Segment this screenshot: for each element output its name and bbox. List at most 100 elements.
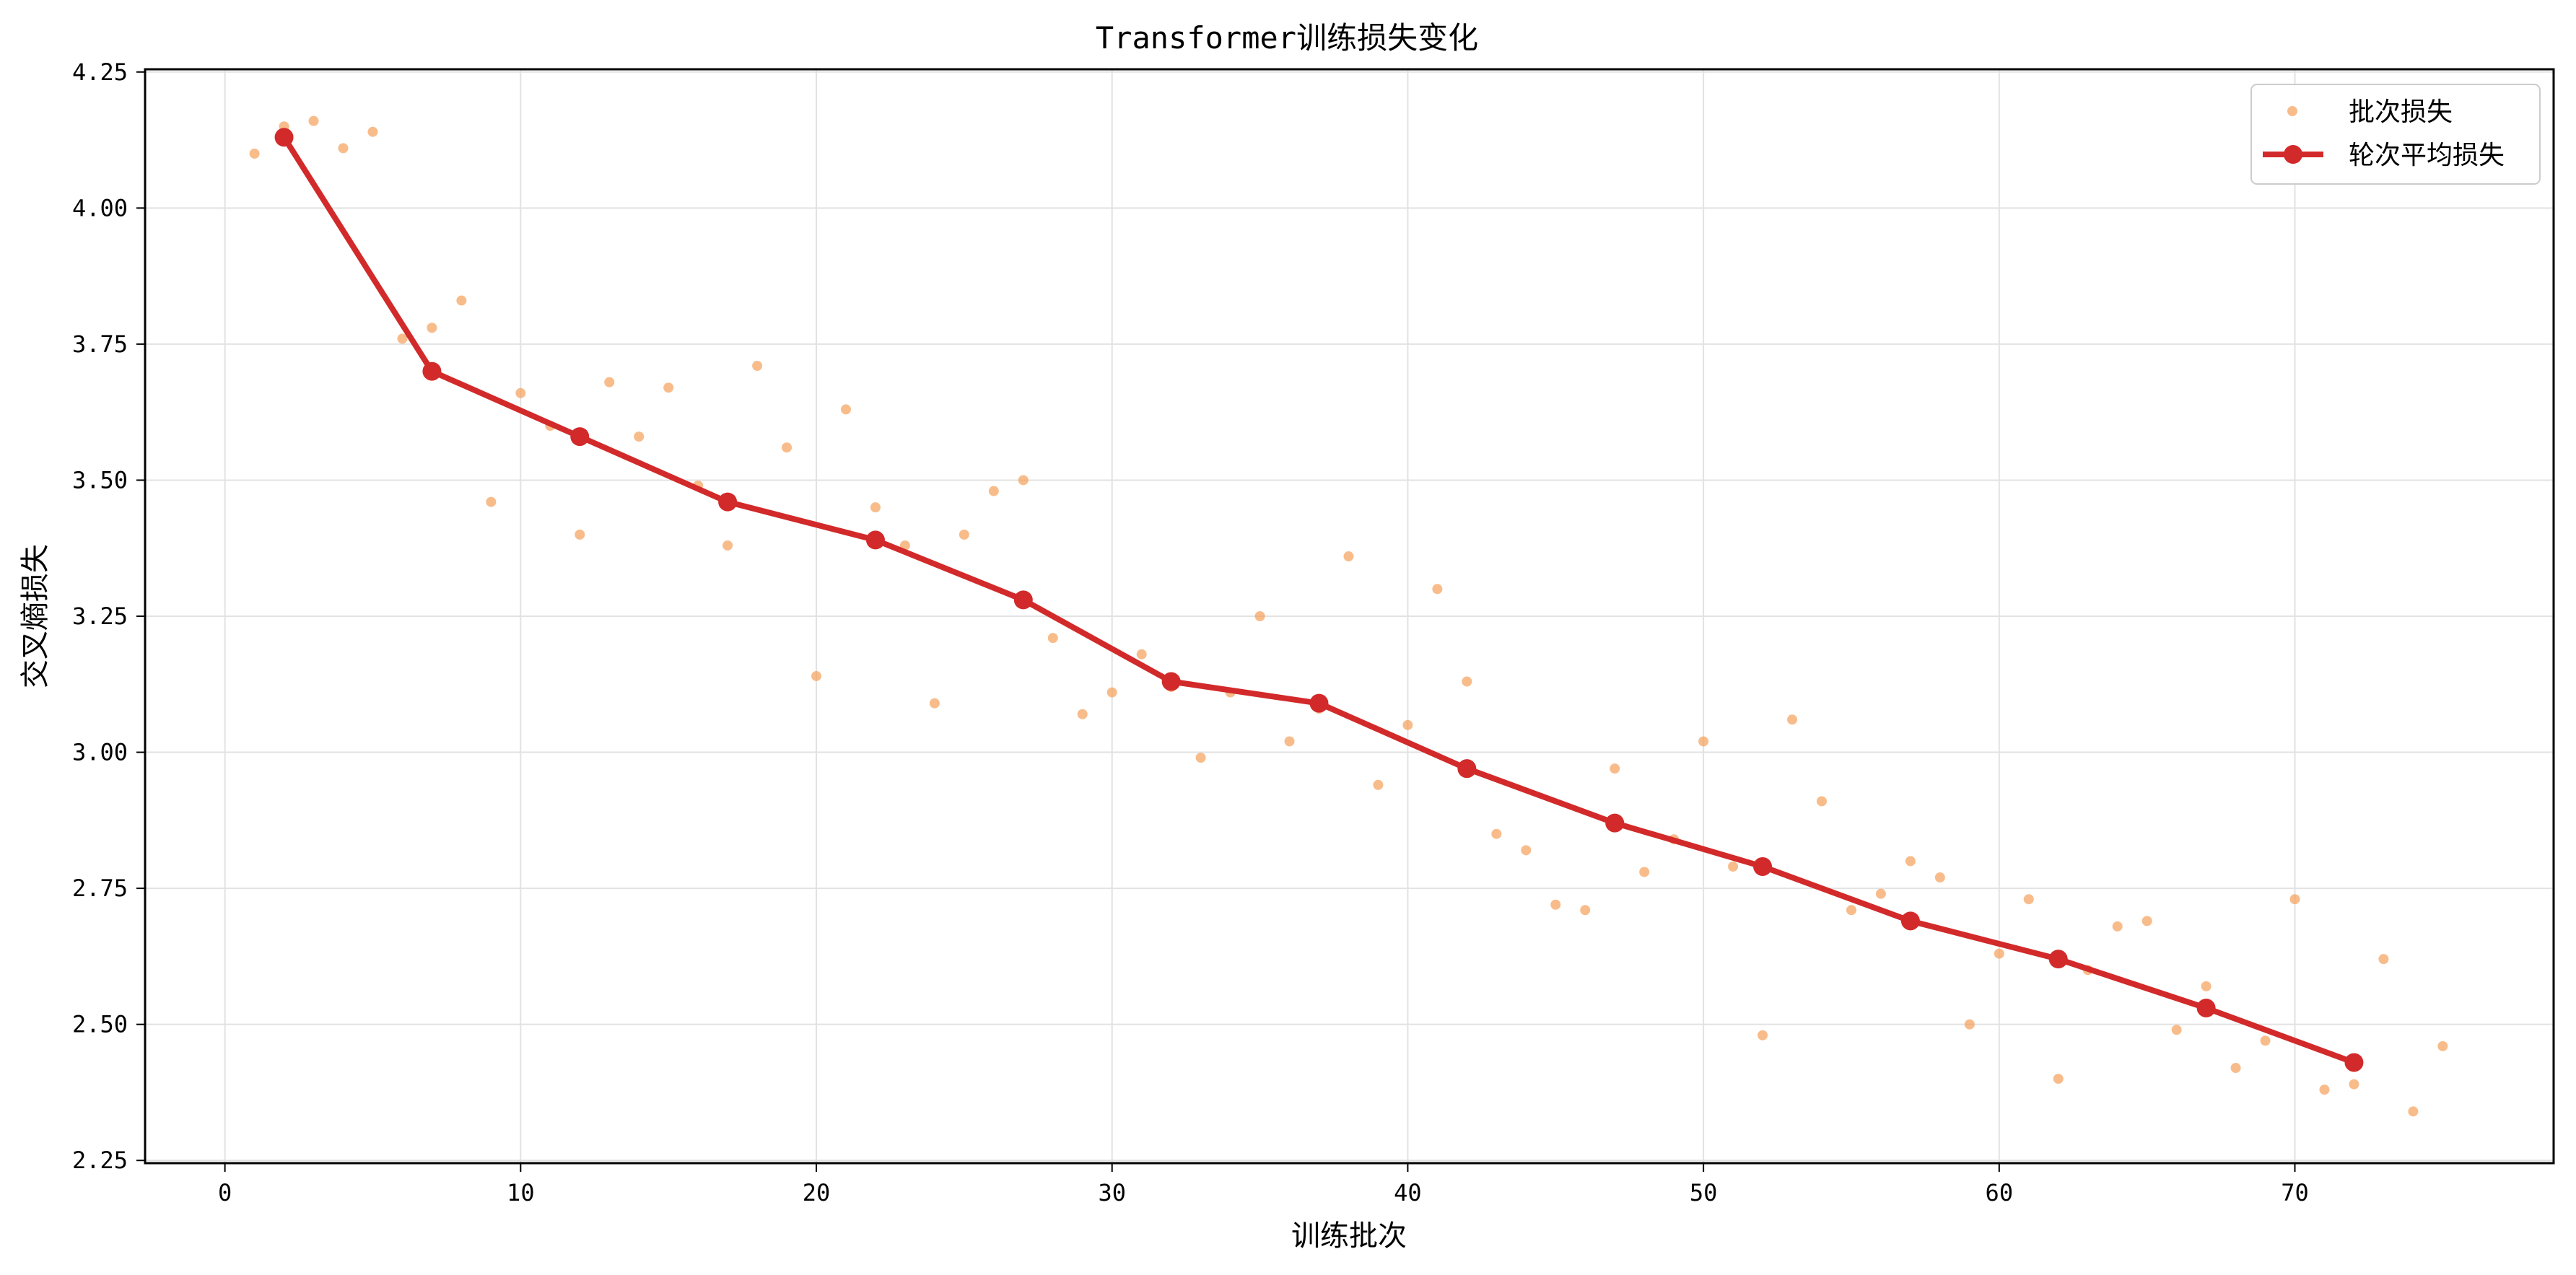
- legend-batch-marker: [2287, 106, 2297, 116]
- epoch-avg-loss-point: [1605, 813, 1625, 833]
- batch-loss-point: [1639, 867, 1650, 877]
- y-tick-label: 3.25: [72, 603, 128, 630]
- batch-loss-point: [1580, 905, 1591, 916]
- batch-loss-point: [634, 431, 645, 442]
- batch-loss-point: [1284, 736, 1295, 747]
- y-tick-label: 3.00: [72, 739, 128, 766]
- batch-loss-point: [1343, 551, 1354, 562]
- legend-box: [2250, 84, 2541, 185]
- y-axis: 2.25 2.50 2.75 3.00 3.25 3.50 3.75 4.00 4.25: [72, 58, 145, 1174]
- epoch-avg-loss-point: [2344, 1053, 2364, 1072]
- batch-loss-point: [1698, 736, 1709, 747]
- y-tick-label: 3.50: [72, 466, 128, 494]
- x-tick-label: 0: [218, 1179, 232, 1206]
- batch-loss-point: [1106, 687, 1117, 698]
- batch-loss-point: [1136, 649, 1147, 660]
- batch-loss-point: [515, 387, 526, 398]
- batch-loss-point: [308, 115, 319, 126]
- x-axis: 0 10 20 30 40 50 60 70: [218, 1163, 2309, 1206]
- epoch-avg-loss-point: [274, 128, 294, 147]
- batch-loss-point: [486, 496, 497, 507]
- batch-loss-point: [1728, 861, 1739, 872]
- batch-loss-point: [575, 529, 585, 540]
- y-axis-label: 交叉熵损失: [19, 544, 52, 688]
- y-tick-label: 2.75: [72, 875, 128, 902]
- batch-loss-point: [2289, 894, 2300, 905]
- batch-loss-point: [988, 486, 999, 496]
- batch-loss-point: [840, 404, 851, 415]
- epoch-avg-loss-point: [718, 492, 738, 512]
- x-tick-label: 10: [507, 1179, 535, 1206]
- batch-loss-point: [1373, 779, 1384, 790]
- batch-loss-point: [1491, 828, 1502, 839]
- grid: [145, 69, 2554, 1163]
- batch-loss-point: [2408, 1106, 2419, 1117]
- batch-loss-point: [1787, 714, 1798, 725]
- y-tick-label: 2.50: [72, 1011, 128, 1038]
- batch-loss-point: [2112, 921, 2123, 932]
- batch-loss-point: [2230, 1063, 2241, 1074]
- epoch-avg-loss-point: [422, 362, 442, 381]
- chart-title: Transformer训练损失变化: [1096, 20, 1478, 56]
- batch-loss-point: [338, 143, 349, 154]
- batch-loss-point: [249, 148, 260, 159]
- batch-loss-point: [782, 442, 793, 453]
- y-tick-label: 2.25: [72, 1147, 128, 1174]
- batch-loss-point: [1018, 475, 1029, 486]
- batch-loss-point: [456, 295, 467, 306]
- batch-loss-point: [1964, 1019, 1975, 1030]
- legend-epoch-marker: [2284, 145, 2302, 164]
- legend: 批次损失 轮次平均损失: [2250, 84, 2541, 185]
- batch-loss-point: [1432, 584, 1443, 595]
- batch-loss-point: [959, 529, 969, 540]
- batch-loss-point: [1521, 845, 1532, 856]
- batch-loss-point: [752, 361, 763, 372]
- batch-loss-point: [2141, 916, 2152, 926]
- batch-loss-point: [367, 126, 378, 137]
- batch-loss-point: [604, 377, 615, 387]
- epoch-avg-loss-point: [570, 427, 590, 447]
- batch-loss-point: [2171, 1025, 2182, 1035]
- batch-loss-point: [1077, 709, 1088, 719]
- epoch-avg-loss-point: [2196, 999, 2216, 1018]
- batch-loss-point: [1934, 872, 1945, 883]
- batch-loss-point: [2201, 981, 2212, 991]
- batch-loss-point: [1875, 888, 1886, 899]
- batch-loss-point: [1610, 763, 1620, 774]
- batch-loss-point: [1994, 948, 2004, 959]
- batch-loss-point: [2053, 1074, 2064, 1085]
- epoch-avg-loss-point: [1753, 856, 1773, 876]
- batch-loss-point: [870, 502, 881, 513]
- batch-loss-point: [811, 670, 822, 681]
- epoch-avg-loss-point: [1309, 693, 1329, 713]
- batch-loss-point: [2260, 1035, 2271, 1046]
- x-tick-label: 50: [1690, 1179, 1718, 1206]
- x-tick-label: 70: [2281, 1179, 2309, 1206]
- batch-loss-point: [427, 323, 437, 333]
- batch-loss-point: [397, 333, 408, 344]
- legend-batch-label: 批次损失: [2349, 97, 2453, 127]
- batch-loss-point: [1758, 1030, 1768, 1040]
- epoch-avg-loss-point: [1457, 759, 1477, 779]
- x-tick-label: 60: [1986, 1179, 2014, 1206]
- batch-loss-point: [2437, 1040, 2448, 1051]
- batch-loss-point: [2349, 1079, 2359, 1090]
- x-tick-label: 20: [803, 1179, 831, 1206]
- batch-loss-point: [1905, 856, 1916, 867]
- batch-loss-point: [663, 382, 674, 393]
- batch-loss-point: [1254, 611, 1265, 621]
- batch-loss-point: [1462, 676, 1472, 687]
- epoch-avg-loss-point: [2048, 950, 2068, 969]
- epoch-avg-loss-point: [1161, 672, 1181, 691]
- batch-loss-point: [1550, 899, 1561, 910]
- epoch-avg-loss-series: [274, 128, 2364, 1072]
- y-tick-label: 4.00: [72, 194, 128, 222]
- epoch-avg-loss-point: [865, 530, 885, 550]
- batch-loss-point: [2319, 1085, 2330, 1095]
- batch-loss-point: [1195, 753, 1206, 763]
- x-tick-label: 30: [1098, 1179, 1126, 1206]
- batch-loss-point: [1402, 719, 1413, 730]
- epoch-avg-loss-point: [1900, 911, 1920, 931]
- batch-loss-point: [722, 540, 733, 551]
